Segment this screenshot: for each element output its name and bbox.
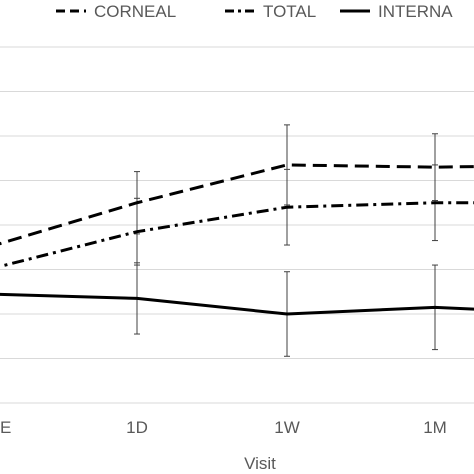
error-bars bbox=[134, 124, 438, 357]
series-line-corneal bbox=[0, 163, 474, 246]
x-tick-label: 1W bbox=[274, 418, 300, 437]
legend-label-total: TOTAL bbox=[263, 2, 316, 21]
gridlines bbox=[0, 46, 474, 404]
series-line-total bbox=[0, 201, 474, 269]
legend-label-internal: INTERNA bbox=[378, 2, 453, 21]
x-tick-labels: E 1D 1W 1M bbox=[0, 418, 447, 437]
x-axis-title: Visit bbox=[244, 454, 276, 473]
legend: CORNEAL TOTAL INTERNA bbox=[56, 2, 453, 21]
legend-label-corneal: CORNEAL bbox=[94, 2, 176, 21]
series-line-internal bbox=[0, 292, 474, 316]
x-tick-label: 1M bbox=[423, 418, 447, 437]
x-tick-label: 1D bbox=[126, 418, 148, 437]
series-lines bbox=[0, 163, 474, 316]
x-tick-label: E bbox=[0, 418, 11, 437]
